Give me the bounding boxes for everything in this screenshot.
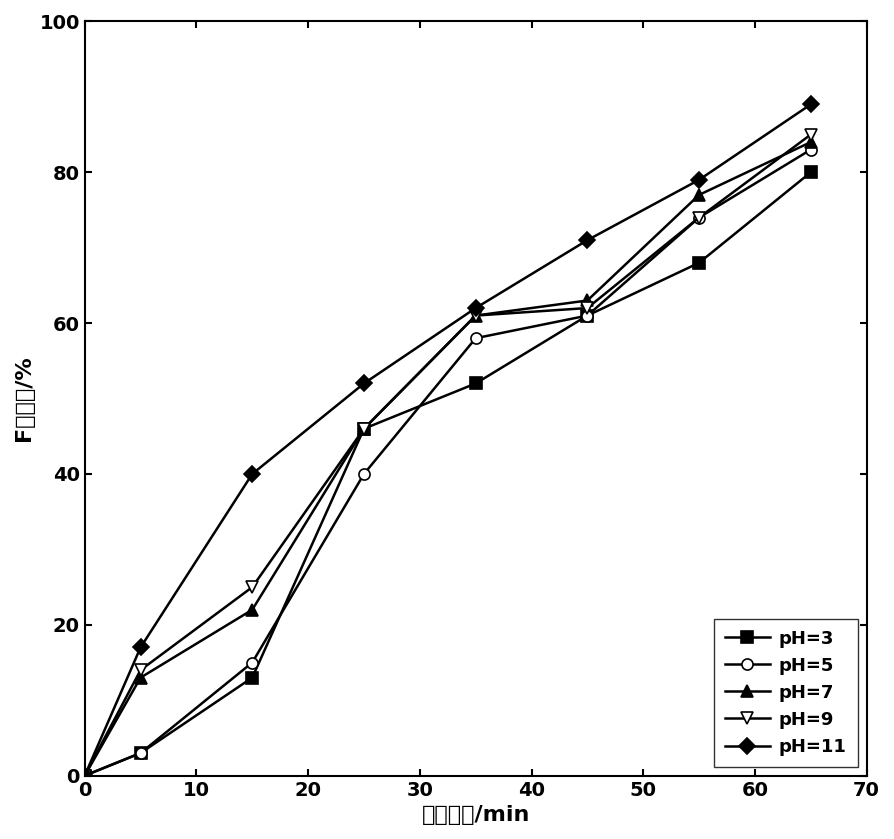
pH=3: [247, 673, 257, 683]
Y-axis label: F去除率/%: F去除率/%: [14, 356, 34, 441]
pH=9: [135, 665, 146, 675]
pH=7: [582, 295, 593, 305]
pH=9: [80, 771, 90, 781]
pH=11: [694, 175, 704, 185]
pH=5: [470, 333, 481, 343]
pH=9: [358, 424, 369, 434]
pH=11: [470, 303, 481, 313]
pH=7: [247, 605, 257, 615]
pH=7: [805, 137, 816, 147]
Legend: pH=3, pH=5, pH=7, pH=9, pH=11: pH=3, pH=5, pH=7, pH=9, pH=11: [714, 619, 857, 767]
pH=3: [805, 167, 816, 177]
pH=9: [805, 129, 816, 139]
pH=7: [358, 424, 369, 434]
pH=5: [358, 469, 369, 479]
pH=9: [694, 212, 704, 222]
Line: pH=11: pH=11: [80, 99, 816, 781]
pH=7: [470, 310, 481, 320]
pH=7: [135, 673, 146, 683]
pH=5: [694, 212, 704, 222]
pH=3: [358, 424, 369, 434]
X-axis label: 电解时间/min: 电解时间/min: [421, 805, 530, 825]
pH=11: [582, 235, 593, 245]
pH=5: [135, 748, 146, 758]
pH=3: [694, 258, 704, 268]
pH=7: [694, 190, 704, 200]
pH=3: [582, 310, 593, 320]
pH=5: [247, 658, 257, 668]
Line: pH=9: pH=9: [80, 129, 816, 781]
pH=5: [582, 310, 593, 320]
pH=9: [582, 303, 593, 313]
pH=7: [80, 771, 90, 781]
pH=11: [135, 643, 146, 653]
pH=9: [470, 310, 481, 320]
Line: pH=5: pH=5: [80, 144, 816, 781]
pH=11: [805, 99, 816, 109]
pH=3: [135, 748, 146, 758]
pH=11: [247, 469, 257, 479]
pH=3: [80, 771, 90, 781]
Line: pH=7: pH=7: [80, 137, 816, 781]
Line: pH=3: pH=3: [80, 167, 816, 781]
pH=9: [247, 582, 257, 592]
pH=5: [80, 771, 90, 781]
pH=5: [805, 144, 816, 154]
pH=3: [470, 378, 481, 388]
pH=11: [358, 378, 369, 388]
pH=11: [80, 771, 90, 781]
